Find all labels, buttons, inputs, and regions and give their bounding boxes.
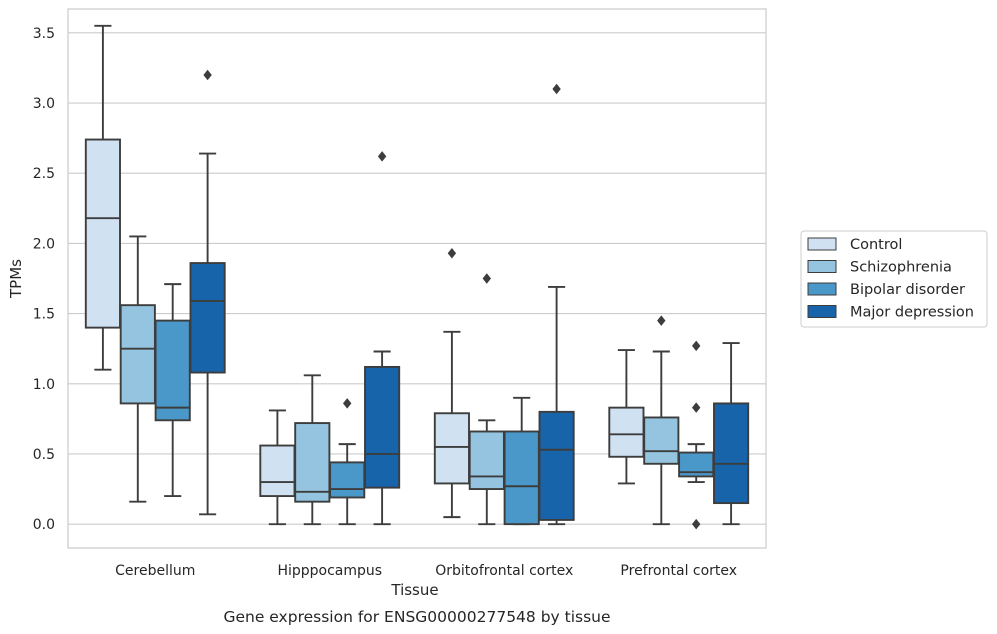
y-tick-label: 0.0 (33, 517, 55, 533)
figure-caption: Gene expression for ENSG00000277548 by t… (223, 608, 610, 626)
box-major-depression (538, 83, 575, 526)
iqr-box (538, 410, 575, 521)
box-control (84, 24, 121, 371)
outlier-marker (377, 151, 387, 162)
x-tick-labels: Cerebellum Hipppocampus Orbitofrontal cort… (115, 563, 737, 579)
iqr-box (643, 416, 680, 465)
box-major-depression (713, 342, 750, 526)
plot-area-frame (67, 8, 767, 549)
box-control (433, 247, 470, 519)
outlier-marker (692, 340, 701, 352)
y-tick-label: 2.0 (33, 236, 55, 252)
x-axis-title: Tissue (390, 581, 438, 599)
box-bipolar-disorder (503, 396, 540, 526)
y-tick-label: 1.5 (33, 307, 55, 323)
legend-label: Control (850, 237, 902, 253)
box-major-depression (364, 151, 401, 526)
box-major-depression (189, 69, 226, 516)
legend-frame (800, 230, 988, 328)
y-tick-label: 2.5 (33, 166, 55, 182)
y-tick-label: 3.5 (33, 26, 55, 42)
outlier-marker (692, 518, 701, 530)
iqr-box (364, 365, 401, 489)
box-bipolar-disorder (678, 340, 715, 530)
box-bipolar-disorder (154, 283, 191, 498)
iqr-box (189, 262, 226, 374)
legend-label: Schizophrenia (850, 260, 952, 276)
outlier-marker (343, 398, 352, 409)
legend-swatch (807, 305, 837, 318)
outlier-marker (692, 402, 701, 413)
y-tick-label: 3.0 (33, 96, 55, 112)
box-bipolar-disorder (329, 398, 366, 526)
iqr-box (119, 304, 156, 405)
legend-swatch (807, 237, 837, 251)
legend-label: Bipolar disorder (850, 282, 965, 298)
iqr-box (84, 138, 121, 329)
box-control (259, 409, 296, 526)
legend-label: Major depression (850, 305, 974, 321)
iqr-box (259, 444, 296, 498)
x-tick-label: Orbitofrontal cortex (435, 563, 573, 579)
outlier-marker (203, 69, 212, 81)
outlier-marker (482, 273, 491, 284)
iqr-box (294, 422, 331, 503)
iqr-box (468, 430, 505, 490)
iqr-box (503, 430, 540, 526)
box-schizophrenia (468, 273, 505, 526)
iqr-box (713, 402, 750, 505)
x-tick-label: Cerebellum (115, 563, 195, 579)
legend-swatch (807, 260, 837, 273)
box-groups (84, 24, 750, 530)
y-axis-title: TPMs (7, 259, 25, 299)
x-tick-label: Hipppocampus (277, 563, 382, 579)
y-tick-label: 1.0 (33, 377, 55, 393)
y-tick-labels: 0.0 0.5 1.0 1.5 2.0 2.5 3.0 3.5 (33, 26, 55, 533)
iqr-box (154, 319, 191, 422)
iqr-box (329, 461, 366, 499)
box-schizophrenia (294, 374, 331, 526)
outlier-marker (552, 83, 561, 95)
box-control (608, 349, 645, 485)
legend-swatch (807, 282, 837, 296)
iqr-box (608, 406, 645, 458)
outlier-marker (447, 247, 457, 259)
y-tick-label: 0.5 (33, 447, 55, 463)
outlier-marker (657, 315, 666, 326)
legend: Control Schizophrenia Bipolar disorder Majo… (800, 230, 988, 328)
iqr-box (433, 412, 470, 485)
x-tick-label: Prefrontal cortex (620, 563, 737, 579)
box-schizophrenia (643, 315, 680, 526)
